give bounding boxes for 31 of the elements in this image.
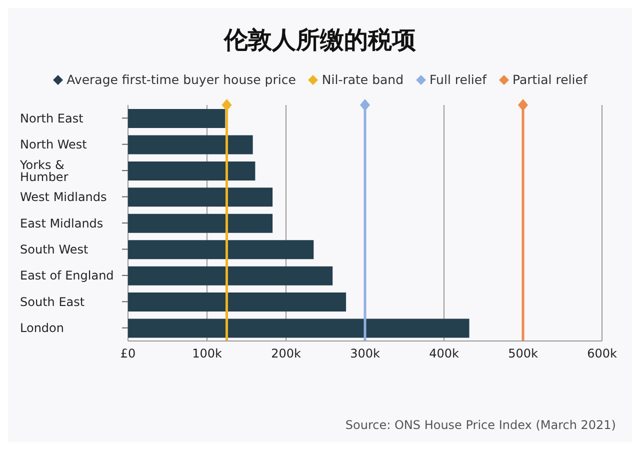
bar [128,318,470,338]
y-tick-label: South East [20,294,85,309]
y-tick-label: North East [20,111,84,126]
y-tick-label: London [20,321,64,336]
legend-label: Average first-time buyer house price [66,72,296,87]
bar [128,188,273,207]
y-tick-label: South West [20,242,88,256]
legend-label: Partial relief [512,72,588,87]
x-tick-label: 400k [429,346,459,361]
y-tick-label: East Midlands [20,216,104,230]
source-note: Source: ONS House Price Index (March 2021) [345,418,616,432]
bar [128,266,333,286]
x-tick-label: 500k [508,346,538,361]
x-tick-label: 600k [587,346,617,361]
bar [128,240,314,260]
legend-label: Nil-rate band [320,72,404,87]
y-tick-label: North West [20,138,88,152]
y-tick-label: West Midlands [20,190,107,204]
x-tick-label: £0 [120,346,136,361]
x-tick-label: 100k [192,346,222,361]
chart-title: 伦敦人所缴的税项 [222,25,417,56]
x-tick-label: 200k [271,346,301,361]
y-tick-label: East of England [20,268,114,283]
bar [128,292,346,312]
bar [128,109,226,128]
legend-label: Full relief [428,72,486,87]
bar [128,161,256,180]
x-tick-label: 300k [350,346,380,361]
bar [128,135,253,154]
y-tick-label: Yorks & Humber [19,158,68,184]
bar [128,214,273,233]
